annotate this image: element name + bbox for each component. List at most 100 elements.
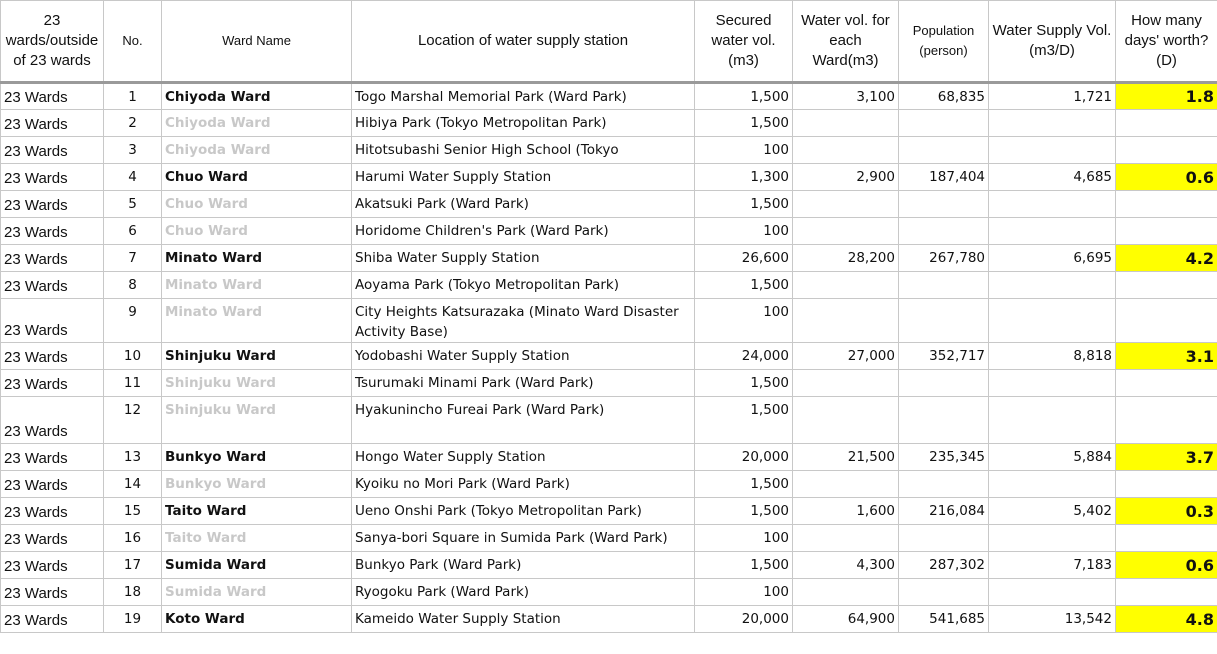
- table-cell: 28,200: [792, 244, 899, 272]
- table-cell: 1,500: [694, 551, 793, 579]
- table-cell: [988, 298, 1116, 343]
- table-cell: 23 Wards: [0, 190, 104, 218]
- table-row: 23 Wards 1 Chiyoda Ward Togo Marshal Memori…: [0, 82, 1217, 110]
- table-cell: Sumida Ward: [161, 551, 352, 579]
- table-cell: [988, 396, 1116, 444]
- table-cell: Taito Ward: [161, 524, 352, 552]
- table-cell: 68,835: [898, 82, 989, 110]
- table-cell: 287,302: [898, 551, 989, 579]
- table-cell: 352,717: [898, 342, 989, 370]
- table-cell: [792, 109, 899, 137]
- table-cell: 4,685: [988, 163, 1116, 191]
- table-cell: Bunkyo Ward: [161, 470, 352, 498]
- table-cell: 23 Wards: [0, 551, 104, 579]
- table-cell: 13,542: [988, 605, 1116, 633]
- table-cell: 26,600: [694, 244, 793, 272]
- table-cell: 3.1: [1115, 342, 1217, 370]
- table-cell: Hyakunincho Fureai Park (Ward Park): [351, 396, 695, 444]
- table-cell: [898, 136, 989, 164]
- table-cell: 6: [103, 217, 162, 245]
- table-cell: [1115, 136, 1217, 164]
- table-cell: Ueno Onshi Park (Tokyo Metropolitan Park…: [351, 497, 695, 525]
- table-cell: 18: [103, 578, 162, 606]
- table-cell: [792, 190, 899, 218]
- table-cell: 10: [103, 342, 162, 370]
- table-cell: [1115, 190, 1217, 218]
- table-cell: 8,818: [988, 342, 1116, 370]
- table-cell: 4.8: [1115, 605, 1217, 633]
- table-cell: 20,000: [694, 443, 793, 471]
- table-cell: Akatsuki Park (Ward Park): [351, 190, 695, 218]
- table-cell: 23 Wards: [0, 578, 104, 606]
- table-cell: 7,183: [988, 551, 1116, 579]
- table-cell: 4: [103, 163, 162, 191]
- table-cell: [988, 271, 1116, 299]
- table-cell: Togo Marshal Memorial Park (Ward Park): [351, 82, 695, 110]
- header-row: 23 wards/outside of 23 wards No. Ward Name…: [0, 0, 1217, 84]
- table-cell: [988, 578, 1116, 606]
- table-cell: 23 Wards: [0, 369, 104, 397]
- table-cell: 216,084: [898, 497, 989, 525]
- table-cell: Minato Ward: [161, 271, 352, 299]
- column-header: Ward Name: [161, 0, 352, 84]
- table-cell: Hitotsubashi Senior High School (Tokyo: [351, 136, 695, 164]
- table-cell: 27,000: [792, 342, 899, 370]
- table-cell: City Heights Katsurazaka (Minato Ward Di…: [351, 298, 695, 343]
- table-cell: Shiba Water Supply Station: [351, 244, 695, 272]
- table-cell: Ryogoku Park (Ward Park): [351, 578, 695, 606]
- table-row: 23 Wards 3 Chiyoda Ward Hitotsubashi Senior…: [0, 136, 1217, 164]
- table-cell: 23 Wards: [0, 342, 104, 370]
- table-cell: 2: [103, 109, 162, 137]
- table-cell: Shinjuku Ward: [161, 369, 352, 397]
- table-cell: 23 Wards: [0, 163, 104, 191]
- table-cell: Horidome Children's Park (Ward Park): [351, 217, 695, 245]
- table-cell: Tsurumaki Minami Park (Ward Park): [351, 369, 695, 397]
- table-cell: 23 Wards: [0, 605, 104, 633]
- table-cell: 100: [694, 298, 793, 343]
- table-cell: Kyoiku no Mori Park (Ward Park): [351, 470, 695, 498]
- table-cell: [1115, 524, 1217, 552]
- table-cell: 64,900: [792, 605, 899, 633]
- table-cell: [1115, 217, 1217, 245]
- table-cell: 23 Wards: [0, 136, 104, 164]
- column-header: No.: [103, 0, 162, 84]
- table-cell: 23 Wards: [0, 244, 104, 272]
- water-supply-table: 23 wards/outside of 23 wards No. Ward Name…: [0, 0, 1217, 633]
- table-cell: [898, 109, 989, 137]
- table-cell: 1,500: [694, 497, 793, 525]
- table-cell: Minato Ward: [161, 244, 352, 272]
- table-cell: [988, 369, 1116, 397]
- table-cell: 0.3: [1115, 497, 1217, 525]
- table-cell: 7: [103, 244, 162, 272]
- table-cell: [1115, 578, 1217, 606]
- table-cell: 3,100: [792, 82, 899, 110]
- table-cell: [1115, 396, 1217, 444]
- table-cell: Chuo Ward: [161, 163, 352, 191]
- table-cell: 23 Wards: [0, 396, 104, 444]
- table-cell: 20,000: [694, 605, 793, 633]
- table-cell: [988, 190, 1116, 218]
- table-cell: 3: [103, 136, 162, 164]
- table-cell: Aoyama Park (Tokyo Metropolitan Park): [351, 271, 695, 299]
- table-cell: 100: [694, 524, 793, 552]
- table-row: 23 Wards 16 Taito Ward Sanya-bori Square in…: [0, 524, 1217, 552]
- table-cell: [898, 369, 989, 397]
- table-cell: 0.6: [1115, 551, 1217, 579]
- table-cell: [792, 524, 899, 552]
- table-cell: Shinjuku Ward: [161, 396, 352, 444]
- table-cell: 3.7: [1115, 443, 1217, 471]
- table-cell: Chuo Ward: [161, 217, 352, 245]
- table-cell: [898, 190, 989, 218]
- table-row: 23 Wards 9 Minato Ward City Heights Katsura…: [0, 298, 1217, 343]
- column-header: How many days' worth?(D): [1115, 0, 1217, 84]
- table-cell: 8: [103, 271, 162, 299]
- table-cell: Harumi Water Supply Station: [351, 163, 695, 191]
- table-cell: 1,300: [694, 163, 793, 191]
- table-row: 23 Wards 6 Chuo Ward Horidome Children's Pa…: [0, 217, 1217, 245]
- table-cell: [898, 271, 989, 299]
- column-header: Secured water vol. (m3): [694, 0, 793, 84]
- column-header: Population (person): [898, 0, 989, 84]
- table-cell: [792, 470, 899, 498]
- table-cell: 4,300: [792, 551, 899, 579]
- table-cell: [1115, 271, 1217, 299]
